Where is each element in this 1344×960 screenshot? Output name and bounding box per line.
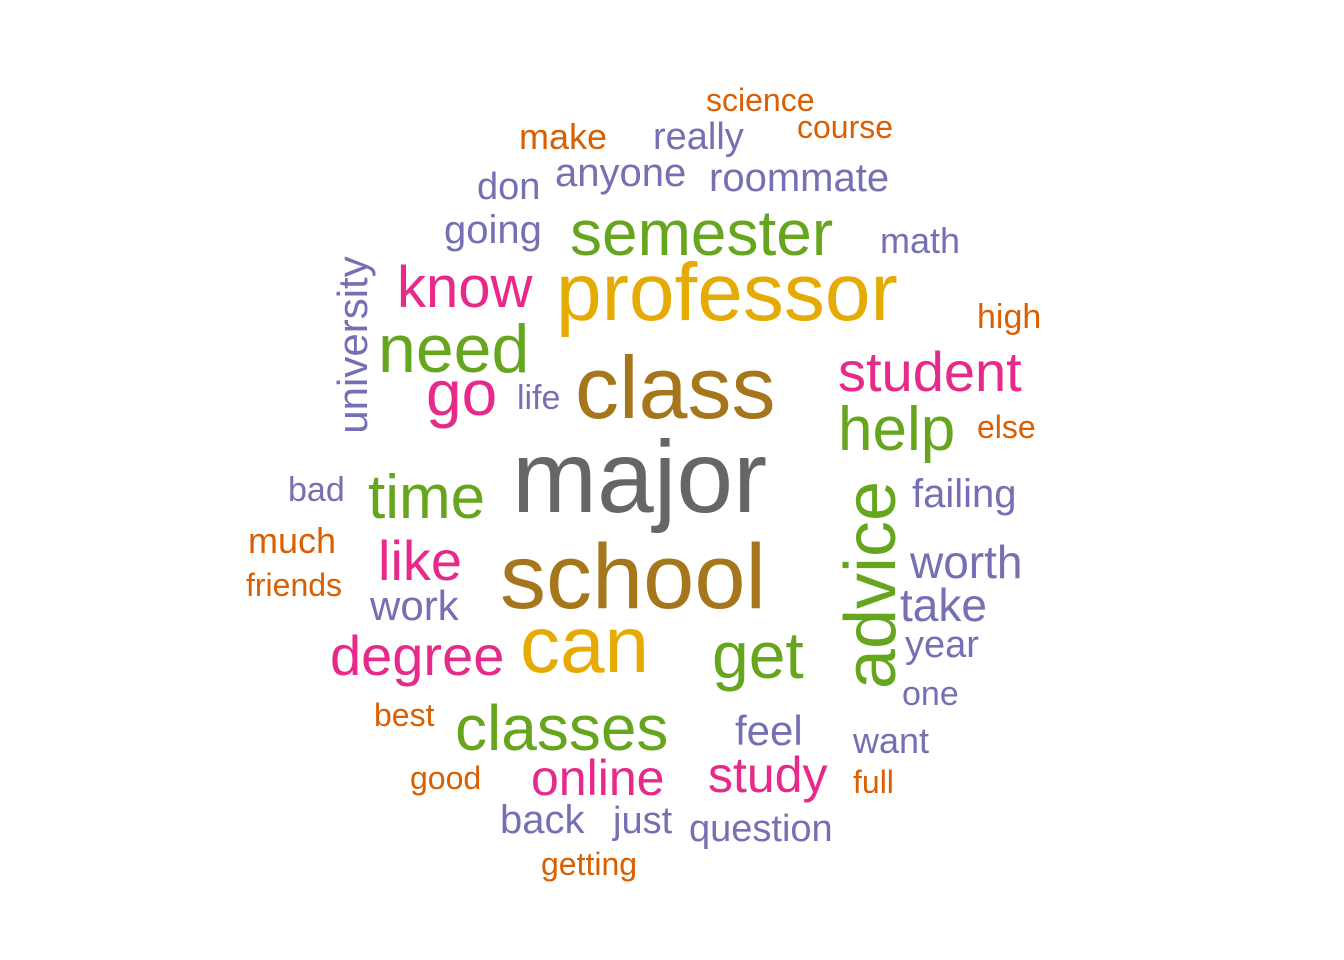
- word-failing: failing: [912, 472, 1017, 516]
- word-take: take: [900, 579, 987, 631]
- word-work: work: [369, 582, 460, 629]
- word-one: one: [902, 675, 959, 713]
- word-major: major: [512, 420, 767, 534]
- word-degree: degree: [330, 624, 504, 687]
- word-anyone: anyone: [555, 151, 686, 195]
- word-class: class: [575, 338, 776, 437]
- word-need: need: [378, 311, 529, 387]
- word-know: know: [397, 255, 534, 320]
- word-worth: worth: [909, 536, 1022, 588]
- word-online: online: [531, 750, 664, 806]
- word-just: just: [612, 800, 673, 842]
- word-semester: semester: [570, 197, 833, 269]
- word-classes: classes: [455, 692, 668, 764]
- word-getting: getting: [541, 846, 637, 882]
- word-student: student: [838, 340, 1022, 403]
- word-really: really: [653, 116, 744, 158]
- word-professor: professor: [556, 247, 898, 338]
- word-advice: advice: [831, 481, 911, 689]
- word-science: science: [706, 82, 815, 118]
- word-make: make: [519, 116, 607, 157]
- word-can: can: [520, 600, 649, 689]
- word-question: question: [689, 808, 833, 850]
- word-life: life: [517, 379, 560, 417]
- word-get: get: [712, 618, 804, 692]
- word-best: best: [374, 697, 435, 733]
- word-high: high: [977, 298, 1041, 336]
- word-feel: feel: [735, 707, 803, 754]
- word-going: going: [444, 208, 542, 252]
- word-else: else: [977, 409, 1036, 445]
- word-course: course: [797, 109, 893, 145]
- word-full: full: [853, 764, 894, 800]
- word-bad: bad: [288, 471, 345, 509]
- word-good: good: [410, 760, 481, 796]
- word-school: school: [500, 526, 766, 628]
- word-don: don: [477, 166, 540, 208]
- word-time: time: [368, 463, 485, 532]
- word-like: like: [378, 529, 462, 592]
- word-math: math: [880, 220, 960, 261]
- word-university: university: [329, 256, 376, 433]
- word-back: back: [500, 798, 585, 842]
- word-help: help: [838, 395, 955, 464]
- word-go: go: [426, 357, 497, 429]
- word-roommate: roommate: [709, 156, 889, 200]
- word-much: much: [248, 520, 336, 561]
- word-friends: friends: [246, 567, 342, 603]
- word-study: study: [708, 747, 828, 803]
- word-year: year: [905, 624, 979, 666]
- word-want: want: [852, 720, 929, 761]
